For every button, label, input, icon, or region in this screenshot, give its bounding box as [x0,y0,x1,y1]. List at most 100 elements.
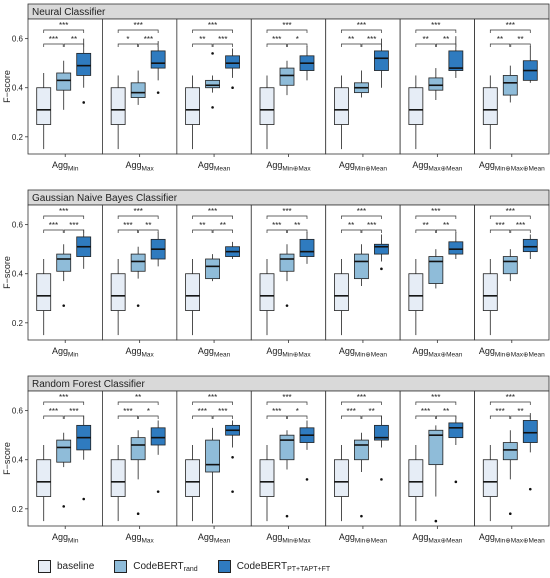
sig-label: ** [443,35,449,44]
x-tick-label: AggMin⊕Mean [339,346,388,359]
sig-label: ** [517,407,523,416]
sig-bracket [266,29,308,33]
box-outlier [62,505,66,508]
box-body [482,459,498,497]
box-outlier [360,514,363,518]
sig-bracket [510,415,531,419]
box-body [354,439,369,461]
box-outlier [136,304,140,307]
x-tick-label-sub: Min⊕Max [282,166,311,173]
box-body [374,243,389,255]
sig-label: *** [272,407,281,416]
legend-label-rand: CodeBERT [133,560,184,572]
x-tick-label: AggMax [125,346,154,359]
sig-bracket [287,43,308,47]
plot-cell [27,204,103,341]
sig-bracket [43,29,85,33]
sig-bracket [43,229,64,233]
sig-bracket [117,29,159,33]
x-tick-label: AggMax⊕Mean [412,532,462,545]
sig-bracket [212,415,233,419]
sig-bracket [117,215,159,219]
box-body [225,55,240,69]
legend-label-pt-sub: PT+TAPT+FT [287,565,331,573]
sig-label: *** [123,407,132,416]
box-body [482,273,498,311]
x-tick-label-main: Agg [52,160,68,170]
sig-label: ** [443,221,449,230]
box-body [279,434,295,461]
sig-bracket [192,415,213,419]
plot-cell [102,204,178,341]
x-tick-label: AggMax⊕Mean [412,346,462,359]
box-body [205,439,220,473]
sig-bracket [117,43,138,47]
sig-bracket [138,229,159,233]
box-body [76,52,92,76]
sig-bracket [361,43,382,47]
sig-bracket [489,415,511,419]
sig-bracket [192,29,233,33]
sig-label: *** [49,35,58,44]
sig-bracket [117,401,159,405]
panel-title: Neural Classifier [32,7,106,18]
sig-bracket [212,43,233,47]
plot-cell [250,204,327,341]
sig-label: *** [208,207,217,216]
box-outlier [82,101,86,104]
x-tick-label: AggMin⊕Max [266,160,311,173]
sig-label: *** [133,21,142,30]
x-tick-label: AggMax [125,160,154,173]
sig-label: *** [144,35,153,44]
x-tick-label-main: Agg [52,532,68,542]
sig-bracket [138,415,159,419]
sig-label: *** [282,21,291,30]
x-tick-label-sub: Min⊕Mean [355,352,388,359]
y-axis-label: F−score [2,256,12,289]
box-outlier [231,455,234,459]
sig-label: *** [59,393,68,402]
sig-bracket [117,415,138,419]
x-tick-label: AggMin⊕Max⊕Mean [479,160,545,173]
x-tick-label-main: Agg [266,532,282,542]
y-tick-label: 0.4 [12,270,24,279]
box-body [334,459,349,497]
sig-label: *** [59,207,68,216]
y-tick-label: 0.4 [12,456,24,465]
box-body [448,50,464,71]
sig-bracket [415,29,457,33]
x-tick-label-sub: Mean [214,352,231,359]
x-tick-label-main: Agg [266,346,282,356]
box-body [36,459,52,497]
sig-bracket [436,229,457,233]
sig-bracket [415,43,436,47]
box-outlier [380,478,383,481]
x-tick-label: AggMax⊕Mean [412,160,462,173]
box-body [150,50,166,69]
sig-bracket [489,29,531,33]
sig-bracket [415,401,457,405]
sig-bracket [415,215,457,219]
box-outlier [62,304,66,307]
sig-label: * [296,407,299,416]
x-tick-label-main: Agg [479,532,495,542]
box-outlier [156,490,160,493]
x-tick-label-main: Agg [412,346,428,356]
x-tick-label: AggMean [198,532,231,545]
panel-title: Gaussian Naive Bayes Classifier [32,193,178,204]
sig-label: ** [422,221,428,230]
x-tick-label-sub: Min [68,538,79,545]
box-body [428,77,444,91]
box-body [299,238,315,257]
sig-bracket [510,229,531,233]
box-body [279,253,295,272]
legend-item-pt: CodeBERT PT+TAPT+FT [217,559,331,573]
y-tick-label: 0.4 [12,84,24,93]
sig-label: ** [443,407,449,416]
box-body [259,87,275,125]
sig-label: ** [517,35,523,44]
sig-label: *** [208,21,217,30]
box-body [482,87,498,125]
x-tick-label-main: Agg [339,160,355,170]
